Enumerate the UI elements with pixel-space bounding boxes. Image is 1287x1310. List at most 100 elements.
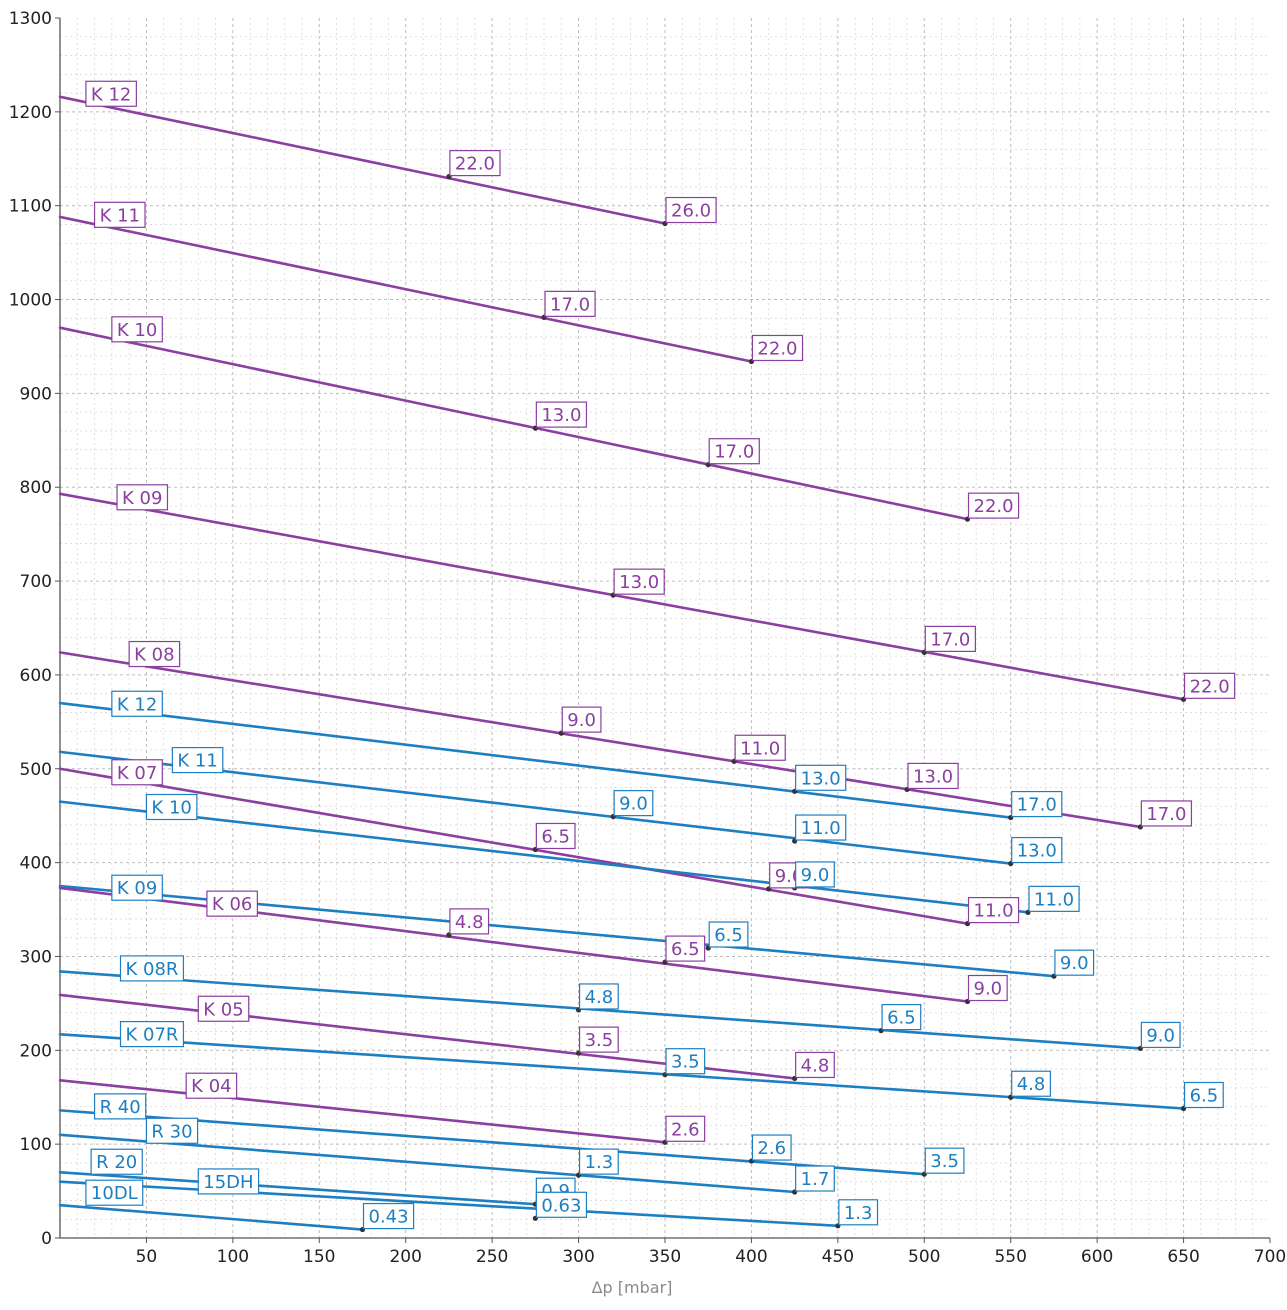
series-line (58, 767, 969, 925)
y-tick-label: 500 (20, 760, 52, 780)
series-name-label: K 12 (111, 690, 163, 717)
data-label-box (1011, 836, 1063, 864)
data-label: 1.3 (578, 1148, 619, 1175)
data-label: 13.0 (535, 401, 588, 428)
series-name-label: K 09 (116, 484, 169, 511)
data-label-text: 6.5 (1190, 1085, 1219, 1106)
data-label-box (1028, 885, 1080, 912)
series-name-label-text: K 10 (117, 320, 157, 341)
data-label: 11.0 (1028, 885, 1080, 912)
data-label-text: 11.0 (740, 738, 780, 759)
data-label-text: 6.5 (714, 925, 743, 946)
series-name-label-box (93, 201, 146, 228)
data-label-box (613, 790, 654, 817)
y-tick-label: 1200 (9, 103, 52, 123)
data-label: 22.0 (449, 150, 501, 177)
data-label-text: 4.8 (1017, 1074, 1046, 1095)
series-name-label-box (111, 316, 163, 343)
data-label-box (907, 762, 959, 790)
data-label-box (449, 908, 490, 935)
data-label: 3.5 (578, 1026, 619, 1053)
series-name-label-box (111, 759, 163, 786)
x-tick-label: 650 (1167, 1247, 1199, 1267)
x-tick-label: 700 (1254, 1247, 1286, 1267)
data-label-box (535, 822, 576, 850)
x-axis-title: Δp [mbar] (592, 1278, 673, 1297)
series-line (58, 1079, 667, 1144)
series-name-label-text: K 12 (91, 84, 131, 105)
series-name-label-text: R 20 (96, 1152, 137, 1173)
series-name-label-text: 10DL (91, 1183, 138, 1204)
data-label: 9.0 (613, 790, 654, 817)
x-tick-label: 300 (562, 1247, 594, 1267)
data-label-box (708, 438, 760, 465)
x-tick-label: 200 (389, 1247, 421, 1267)
data-label-box (535, 1191, 588, 1218)
data-label-box (708, 921, 749, 948)
data-label: 9.0 (1054, 949, 1095, 976)
series-line (58, 1171, 537, 1206)
data-label-box (1183, 1081, 1224, 1109)
data-label: 17.0 (1011, 790, 1063, 818)
data-label-text: 17.0 (550, 294, 590, 315)
data-label: 6.5 (881, 1003, 922, 1031)
series-name-label-box (111, 690, 163, 717)
series-name-label: R 30 (145, 1117, 199, 1144)
data-label-text: 9.0 (567, 710, 596, 731)
data-label-text: 9.0 (801, 865, 830, 886)
data-label-box (544, 290, 596, 317)
data-label: 2.6 (665, 1115, 706, 1142)
data-label-box (613, 568, 665, 595)
data-label-text: 3.5 (930, 1151, 959, 1172)
labels: K 12 22.0 26.0 K 11 17.0 22.0 K 10 13.0 17.0 22.0… (85, 80, 1236, 1230)
data-label-text: 22.0 (455, 154, 495, 175)
series-name-label-box (111, 874, 163, 901)
data-label: 0.63 (535, 1191, 588, 1218)
data-label-text: 6.5 (671, 939, 700, 960)
data-label-box (795, 764, 847, 791)
data-label-box (924, 1147, 965, 1174)
series-name-label: K 04 (185, 1072, 238, 1099)
data-label-box (751, 1134, 792, 1161)
series-line (58, 1203, 364, 1231)
data-label-text: 11.0 (974, 901, 1014, 922)
data-label: 22.0 (1183, 672, 1236, 699)
x-tick-label: 550 (994, 1247, 1026, 1267)
series-name-label: K 12 (85, 80, 137, 107)
series-line (58, 326, 969, 521)
data-label: 2.6 (751, 1134, 792, 1161)
data-label: 17.0 (708, 438, 760, 465)
y-tick-label: 200 (20, 1041, 52, 1061)
y-tick-label: 900 (20, 384, 52, 404)
series-name-label-text: K 10 (151, 798, 191, 819)
data-label: 6.5 (535, 822, 576, 850)
data-label-box (578, 1026, 619, 1053)
series-name-label: R 40 (93, 1093, 147, 1120)
series-name-label-box (93, 1093, 147, 1120)
data-label-text: 13.0 (619, 572, 659, 593)
data-label-text: 0.43 (369, 1207, 409, 1228)
series-name-label-box (119, 955, 185, 982)
series-line (58, 492, 1185, 701)
series-name-label-box (197, 1168, 260, 1195)
x-tick-label: 500 (908, 1247, 940, 1267)
data-label: 13.0 (1011, 836, 1063, 864)
data-label-text: 13.0 (541, 405, 581, 426)
series-name-label: 10DL (85, 1179, 144, 1206)
data-label: 11.0 (795, 814, 847, 841)
data-label-text: 2.6 (757, 1138, 786, 1159)
data-label-text: 22.0 (974, 496, 1014, 517)
data-label-text: 17.0 (1017, 795, 1057, 816)
series-line (58, 1133, 796, 1194)
series-line (58, 215, 753, 363)
data-label: 26.0 (665, 196, 717, 224)
series-name-label-box (85, 80, 137, 107)
x-tick-label: 400 (735, 1247, 767, 1267)
series-name-label-box (128, 640, 181, 668)
data-label-text: 13.0 (913, 766, 953, 787)
data-label-text: 4.8 (801, 1055, 830, 1076)
data-label-box (535, 401, 588, 428)
data-label-text: 3.5 (585, 1030, 614, 1051)
data-label-text: 17.0 (714, 442, 754, 463)
